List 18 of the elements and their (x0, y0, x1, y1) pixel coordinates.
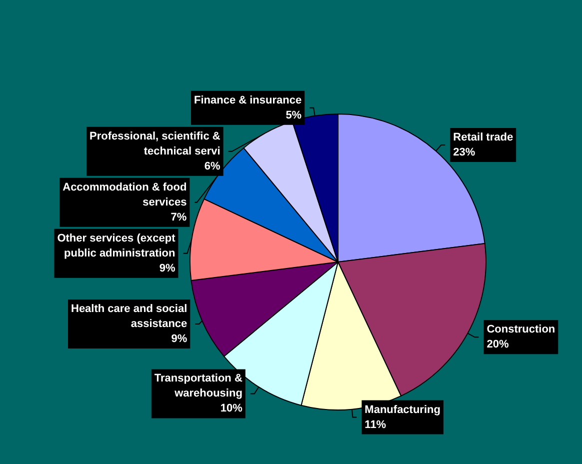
slice-label: Health care and social assistance (70, 302, 188, 330)
slice-label: Accommodation & food services (62, 181, 187, 208)
slice-label: Construction (486, 324, 556, 336)
slice-label: Retail trade (453, 131, 514, 144)
data-label: 23% (453, 146, 476, 158)
slice-label: Other services (except public administration (57, 232, 176, 260)
data-label: 11% (364, 418, 386, 431)
data-label: 6% (204, 160, 221, 172)
data-label: 20% (486, 338, 509, 351)
slice-label: Manufacturing (364, 404, 440, 416)
data-label: 10% (220, 402, 243, 415)
data-label: 9% (171, 332, 188, 345)
data-label: 7% (170, 211, 187, 224)
slice-label: Finance & insurance (194, 94, 302, 106)
slice-label: Professional, scientific & technical servi (90, 130, 220, 158)
data-label: 9% (159, 262, 176, 274)
data-label: 5% (286, 109, 302, 122)
slice-label: Transportation & warehousing (154, 372, 242, 400)
